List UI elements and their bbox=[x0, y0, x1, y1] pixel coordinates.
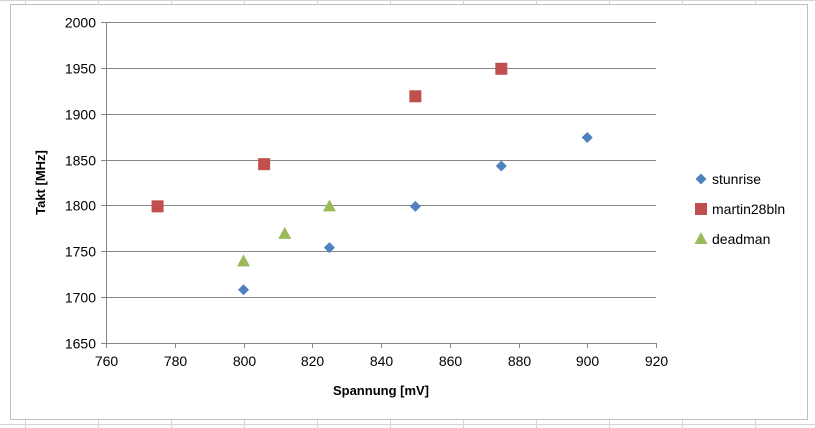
y-tick-label: 1650 bbox=[65, 336, 96, 352]
scatter-chart[interactable]: 1650 1700 1750 1800 1850 1900 1950 2000 760 780 8… bbox=[11, 5, 807, 419]
legend-label: deadman bbox=[712, 231, 770, 247]
chart-area[interactable]: 1650 1700 1750 1800 1850 1900 1950 2000 760 780 8… bbox=[10, 4, 808, 420]
series-martin28bln bbox=[151, 62, 508, 213]
x-tick-label: 920 bbox=[645, 353, 669, 369]
data-point-stunrise[interactable] bbox=[581, 132, 593, 144]
data-point-stunrise[interactable] bbox=[409, 200, 421, 212]
x-tick-label: 900 bbox=[576, 353, 600, 369]
series-deadman bbox=[237, 199, 336, 267]
data-point-stunrise[interactable] bbox=[238, 284, 249, 296]
legend-item-stunrise[interactable]: stunrise bbox=[695, 171, 762, 187]
axes bbox=[101, 22, 657, 348]
legend-label: martin28bln bbox=[712, 201, 785, 217]
x-tick-label: 760 bbox=[95, 353, 119, 369]
legend-label: stunrise bbox=[712, 171, 761, 187]
y-tick-label: 1950 bbox=[65, 61, 96, 77]
y-tick-labels: 1650 1700 1750 1800 1850 1900 1950 2000 bbox=[65, 15, 96, 352]
legend-marker-triangle[interactable] bbox=[694, 232, 708, 244]
data-points[interactable] bbox=[151, 62, 593, 296]
data-point-martin28bln[interactable] bbox=[409, 90, 422, 103]
x-tick-label: 780 bbox=[164, 353, 188, 369]
gridlines bbox=[106, 22, 656, 298]
y-tick-label: 1700 bbox=[65, 290, 96, 306]
data-point-martin28bln[interactable] bbox=[258, 158, 271, 171]
legend-item-martin28bln[interactable]: martin28bln bbox=[695, 201, 785, 217]
data-point-stunrise[interactable] bbox=[495, 160, 507, 172]
legend[interactable]: stunrise martin28bln deadman bbox=[694, 171, 786, 247]
x-tick-label: 880 bbox=[508, 353, 532, 369]
legend-item-deadman[interactable]: deadman bbox=[694, 231, 771, 247]
y-tick-label: 2000 bbox=[65, 15, 96, 31]
legend-marker-diamond[interactable] bbox=[695, 173, 707, 185]
y-axis-title: Takt [MHz] bbox=[33, 150, 48, 215]
data-point-deadman[interactable] bbox=[322, 199, 336, 212]
data-point-martin28bln[interactable] bbox=[151, 200, 164, 213]
data-point-deadman[interactable] bbox=[237, 254, 250, 267]
y-tick-label: 1850 bbox=[65, 153, 96, 169]
series-stunrise bbox=[238, 132, 593, 296]
y-tick-label: 1800 bbox=[65, 198, 96, 214]
legend-marker-square[interactable] bbox=[695, 203, 707, 215]
data-point-stunrise[interactable] bbox=[323, 242, 335, 254]
y-tick-label: 1750 bbox=[65, 244, 96, 260]
x-axis-title: Spannung [mV] bbox=[333, 383, 429, 398]
x-tick-label: 800 bbox=[233, 353, 257, 369]
x-tick-labels: 760 780 800 820 840 860 880 900 920 bbox=[95, 353, 669, 369]
data-point-deadman[interactable] bbox=[278, 226, 292, 239]
x-tick-label: 860 bbox=[439, 353, 463, 369]
y-tick-label: 1900 bbox=[65, 107, 96, 123]
x-tick-label: 820 bbox=[301, 353, 325, 369]
data-point-martin28bln[interactable] bbox=[495, 62, 508, 75]
x-tick-label: 840 bbox=[370, 353, 394, 369]
